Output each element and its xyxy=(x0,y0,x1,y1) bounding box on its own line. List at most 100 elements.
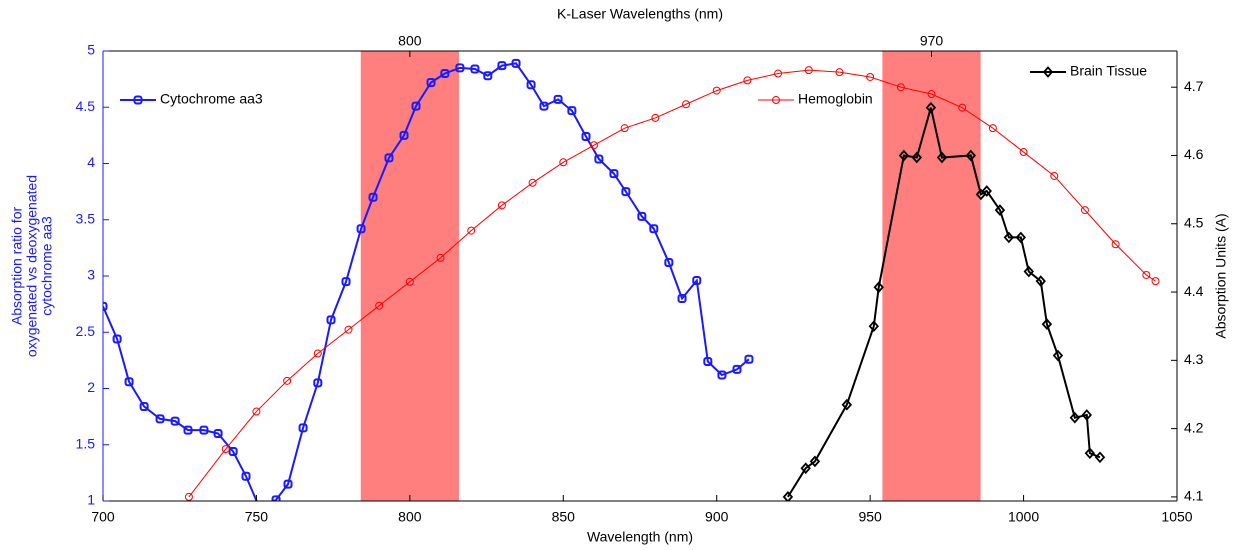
data-point xyxy=(988,124,997,133)
data-point xyxy=(804,66,813,75)
data-point xyxy=(436,253,445,262)
y2-axis-label: Absorption Units (A) xyxy=(1213,213,1229,338)
data-point xyxy=(981,185,992,197)
data-point xyxy=(411,101,421,111)
data-point xyxy=(800,462,811,475)
data-point xyxy=(213,429,223,438)
y-tick-label: 1 xyxy=(87,492,95,508)
legend-marker xyxy=(133,95,143,105)
data-point xyxy=(271,495,281,501)
data-point xyxy=(344,325,353,334)
data-point xyxy=(835,68,844,77)
data-point xyxy=(1023,265,1034,278)
data-point xyxy=(426,78,436,87)
data-point xyxy=(692,276,702,285)
data-point xyxy=(467,226,476,235)
data-point xyxy=(1069,411,1081,424)
data-point xyxy=(717,370,727,380)
data-point xyxy=(368,192,378,202)
data-point xyxy=(637,211,647,221)
data-point xyxy=(774,69,783,78)
data-point xyxy=(567,106,577,116)
data-point xyxy=(1052,349,1064,362)
y2-tick-label: 4.4 xyxy=(1184,283,1204,299)
y-axis-label: Absorption ratio for xyxy=(9,207,25,326)
data-point xyxy=(326,315,336,325)
data-point xyxy=(994,204,1006,216)
x-tick-label: 1000 xyxy=(1008,509,1039,525)
x-tick-label: 700 xyxy=(91,509,115,525)
x-tick-label: 800 xyxy=(398,509,422,525)
data-point xyxy=(896,83,905,92)
data-point xyxy=(1084,447,1096,460)
data-point xyxy=(925,101,937,114)
data-point xyxy=(139,402,149,411)
data-point xyxy=(470,64,480,74)
series-line xyxy=(188,69,1156,498)
top-axis-title: K-Laser Wavelengths (nm) xyxy=(557,6,723,22)
y-tick-label: 2 xyxy=(87,379,95,395)
data-point xyxy=(298,423,308,433)
legend-label: Cytochrome aa3 xyxy=(160,91,263,107)
data-point xyxy=(712,86,721,95)
data-point xyxy=(732,364,742,374)
data-point xyxy=(744,354,754,364)
data-point xyxy=(621,187,631,197)
highlight-band xyxy=(882,51,981,501)
data-point xyxy=(511,58,521,68)
data-point xyxy=(841,398,853,411)
data-point xyxy=(384,153,394,163)
data-point xyxy=(539,101,549,111)
x-axis-label: Wavelength (nm) xyxy=(587,529,693,545)
data-point xyxy=(1081,409,1092,421)
data-point xyxy=(497,201,506,210)
data-point xyxy=(649,224,659,234)
data-point xyxy=(455,63,465,73)
data-point xyxy=(170,416,180,426)
data-point xyxy=(528,178,537,187)
x-tick-label: 900 xyxy=(705,509,729,525)
data-point xyxy=(313,349,322,358)
x-tick-label: 750 xyxy=(245,509,269,525)
data-point xyxy=(313,378,323,388)
data-point xyxy=(228,447,238,456)
data-point xyxy=(199,425,209,435)
data-point xyxy=(221,445,230,454)
data-point xyxy=(399,130,409,140)
highlight-band xyxy=(360,51,459,501)
legend-marker xyxy=(1042,66,1054,78)
data-point xyxy=(183,425,193,435)
data-point xyxy=(782,491,794,501)
data-point xyxy=(241,471,251,481)
data-point xyxy=(1041,318,1053,330)
data-point xyxy=(1003,231,1015,244)
data-point xyxy=(1050,171,1059,180)
data-point xyxy=(341,277,351,287)
data-point xyxy=(526,80,536,90)
y2-tick-label: 4.3 xyxy=(1184,351,1204,367)
y2-tick-label: 4.2 xyxy=(1184,419,1204,435)
y2-tick-label: 4.7 xyxy=(1184,78,1204,94)
data-point xyxy=(1094,451,1106,464)
plot-area xyxy=(103,51,1160,501)
data-point xyxy=(958,103,967,112)
data-point xyxy=(124,377,134,387)
data-point xyxy=(103,301,108,311)
data-point xyxy=(440,69,450,78)
data-point xyxy=(898,149,910,162)
data-point xyxy=(911,151,922,164)
data-point xyxy=(866,72,875,81)
data-point xyxy=(581,132,591,141)
top-tick-label: 800 xyxy=(398,33,422,49)
y-tick-label: 2.5 xyxy=(76,323,96,339)
data-point xyxy=(620,124,629,133)
data-point xyxy=(809,455,821,468)
data-point xyxy=(682,100,691,109)
data-point xyxy=(743,76,752,85)
data-point xyxy=(155,414,165,424)
y-tick-label: 1.5 xyxy=(76,435,96,451)
top-tick-label: 970 xyxy=(920,33,944,49)
data-point xyxy=(868,320,880,333)
data-point xyxy=(1111,240,1120,249)
